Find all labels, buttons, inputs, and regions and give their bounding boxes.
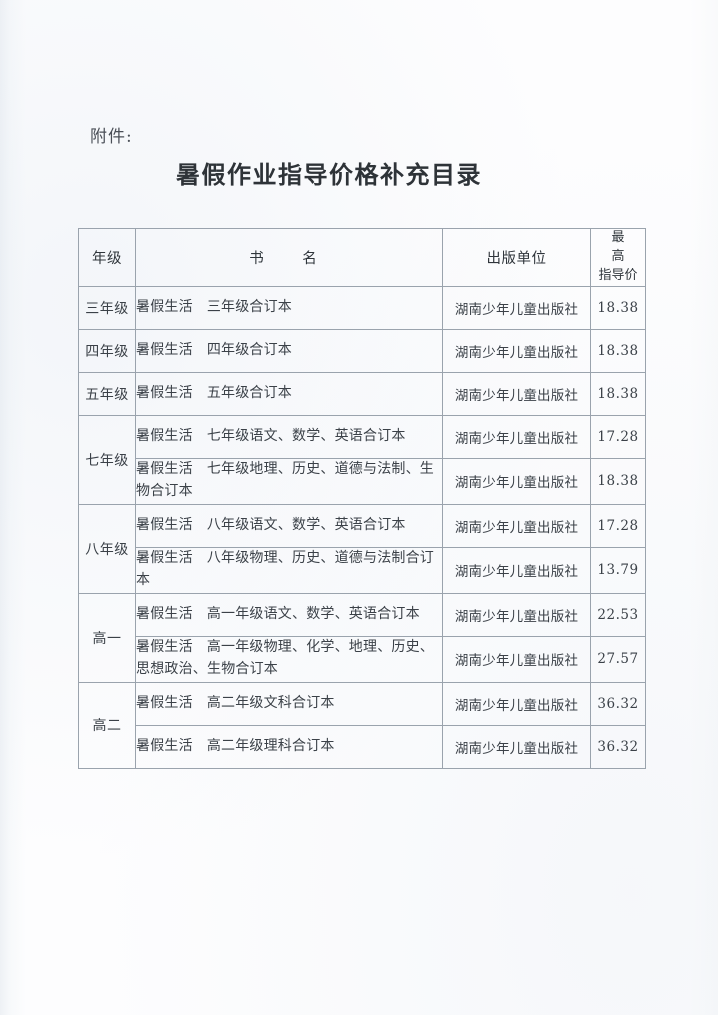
cell-grade: 三年级 — [78, 285, 136, 330]
book-title-text: 高二年级文科合订本 — [206, 694, 335, 711]
cell-book-name: 暑假生活 高一年级物理、化学、地理、历史、思想政治、生物合订本 — [135, 635, 443, 683]
book-series-name: 暑假生活 — [136, 427, 193, 444]
table-row: 四年级 暑假生活 四年级合订本 湖南少年儿童出版社 18.38 — [78, 328, 646, 373]
table-row: 暑假生活 高一年级物理、化学、地理、历史、思想政治、生物合订本 湖南少年儿童出版社 2… — [79, 635, 646, 683]
cell-max-price: 18.38 — [590, 371, 646, 416]
page-title: 暑假作业指导价格补充目录 — [176, 160, 482, 189]
cell-publisher: 湖南少年儿童出版社 — [442, 414, 591, 459]
column-header-max-price: 最 高 指导价 — [590, 228, 646, 287]
cell-publisher: 湖南少年儿童出版社 — [442, 328, 591, 373]
cell-max-price: 22.53 — [590, 592, 646, 637]
cell-max-price: 36.32 — [590, 681, 646, 726]
book-title-text: 七年级语文、数学、英语合订本 — [206, 427, 406, 444]
table-row: 暑假生活 七年级地理、历史、道德与法制、生物合订本 湖南少年儿童出版社 18.38 — [79, 457, 646, 505]
cell-publisher: 湖南少年儿童出版社 — [442, 503, 591, 548]
table-row: 暑假生活 八年级物理、历史、道德与法制合订本 湖南少年儿童出版社 13.79 — [79, 546, 646, 594]
cell-max-price: 36.32 — [590, 724, 646, 769]
book-title-text: 八年级语文、数学、英语合订本 — [206, 516, 406, 533]
cell-book-name: 暑假生活 七年级地理、历史、道德与法制、生物合订本 — [135, 457, 443, 505]
column-header-max-price-line2: 指导价 — [598, 267, 638, 283]
book-title-text: 高一年级语文、数学、英语合订本 — [206, 605, 420, 622]
cell-max-price: 27.57 — [590, 635, 646, 683]
cell-publisher: 湖南少年儿童出版社 — [442, 724, 591, 769]
book-series-name: 暑假生活 — [136, 694, 193, 711]
column-header-book-name: 书 名 — [135, 228, 443, 287]
table-row: 暑假生活 高二年级理科合订本 湖南少年儿童出版社 36.32 — [79, 724, 646, 769]
cell-max-price: 18.38 — [590, 328, 646, 373]
book-series-name: 暑假生活 — [136, 737, 193, 754]
column-header-grade: 年级 — [78, 228, 136, 287]
cell-publisher: 湖南少年儿童出版社 — [442, 635, 591, 683]
cell-book-name: 暑假生活 五年级合订本 — [135, 371, 443, 416]
cell-book-name: 暑假生活 高一年级语文、数学、英语合订本 — [135, 592, 443, 637]
book-title-text: 五年级合订本 — [206, 384, 293, 401]
column-header-publisher: 出版单位 — [442, 228, 591, 287]
table-row: 五年级 暑假生活 五年级合订本 湖南少年儿童出版社 18.38 — [78, 371, 646, 416]
price-catalog-table: 年级 书 名 出版单位 最 高 指导价 三年级 暑假生活 三年级合订本 湖南少年儿童出… — [78, 228, 646, 769]
cell-max-price: 18.38 — [590, 285, 646, 330]
book-title-text: 八年级物理、历史、道德与法制合订本 — [136, 550, 435, 589]
book-series-name: 暑假生活 — [136, 341, 193, 358]
cell-publisher: 湖南少年儿童出版社 — [442, 285, 591, 330]
cell-max-price: 18.38 — [590, 457, 646, 505]
table-header-row: 年级 书 名 出版单位 最 高 指导价 — [78, 228, 646, 287]
cell-publisher: 湖南少年儿童出版社 — [442, 681, 591, 726]
book-series-name: 暑假生活 — [136, 461, 193, 478]
cell-publisher: 湖南少年儿童出版社 — [442, 546, 591, 594]
book-series-name: 暑假生活 — [136, 550, 193, 567]
cell-publisher: 湖南少年儿童出版社 — [442, 457, 591, 505]
cell-book-name: 暑假生活 七年级语文、数学、英语合订本 — [135, 414, 443, 459]
book-title-text: 高二年级理科合订本 — [206, 737, 335, 754]
cell-publisher: 湖南少年儿童出版社 — [442, 592, 591, 637]
book-title-text: 七年级地理、历史、道德与法制、生物合订本 — [136, 461, 435, 500]
table-row: 八年级 暑假生活 八年级语文、数学、英语合订本 湖南少年儿童出版社 17.28 — [78, 503, 646, 594]
table-row: 高一 暑假生活 高一年级语文、数学、英语合订本 湖南少年儿童出版社 22.53 — [78, 592, 646, 683]
book-title-text: 三年级合订本 — [206, 298, 293, 315]
cell-book-name: 暑假生活 八年级语文、数学、英语合订本 — [135, 503, 443, 548]
column-header-max-price-line1: 最 高 — [611, 230, 632, 264]
cell-book-name: 暑假生活 八年级物理、历史、道德与法制合订本 — [135, 546, 443, 594]
table-row: 七年级 暑假生活 七年级语文、数学、英语合订本 湖南少年儿童出版社 17.28 — [78, 414, 646, 505]
cell-book-name: 暑假生活 三年级合订本 — [135, 285, 443, 330]
book-title-text: 四年级合订本 — [206, 341, 293, 358]
cell-max-price: 17.28 — [590, 503, 646, 548]
table-row: 高二 暑假生活 高二年级文科合订本 湖南少年儿童出版社 36.32 — [78, 681, 646, 769]
table-row: 三年级 暑假生活 三年级合订本 湖南少年儿童出版社 18.38 — [78, 285, 646, 330]
attachment-label: 附件: — [90, 127, 133, 147]
table-body: 三年级 暑假生活 三年级合订本 湖南少年儿童出版社 18.38 四年级 暑假生活 四年级合订本… — [78, 285, 646, 769]
book-series-name: 暑假生活 — [136, 298, 193, 315]
cell-publisher: 湖南少年儿童出版社 — [442, 371, 591, 416]
cell-book-name: 暑假生活 高二年级理科合订本 — [135, 724, 443, 769]
book-series-name: 暑假生活 — [136, 639, 193, 656]
book-series-name: 暑假生活 — [136, 516, 193, 533]
book-title-text: 高一年级物理、化学、地理、历史、思想政治、生物合订本 — [136, 639, 435, 678]
cell-grade: 七年级 — [78, 414, 136, 505]
cell-grade: 高二 — [78, 681, 136, 769]
cell-max-price: 17.28 — [590, 414, 646, 459]
cell-grade: 八年级 — [78, 503, 136, 594]
cell-book-name: 暑假生活 高二年级文科合订本 — [135, 681, 443, 726]
cell-grade: 五年级 — [78, 371, 136, 416]
cell-grade: 高一 — [78, 592, 136, 683]
book-series-name: 暑假生活 — [136, 605, 193, 622]
cell-grade: 四年级 — [78, 328, 136, 373]
cell-book-name: 暑假生活 四年级合订本 — [135, 328, 443, 373]
cell-max-price: 13.79 — [590, 546, 646, 594]
book-series-name: 暑假生活 — [136, 384, 193, 401]
